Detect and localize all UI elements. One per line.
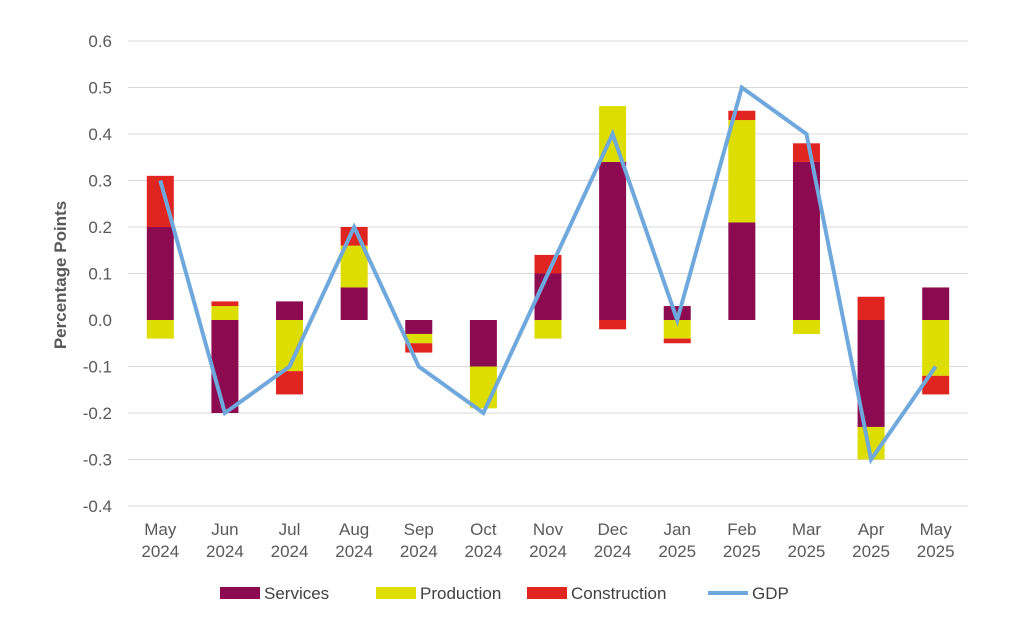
bar-production: [405, 333, 433, 344]
bar-construction: [211, 301, 239, 307]
x-tick-month: Dec: [597, 520, 628, 539]
x-tick-label: Jul 2024: [271, 520, 309, 561]
bar-services: [469, 320, 497, 367]
bar-construction: [276, 371, 304, 395]
x-tick-year: 2025: [917, 542, 955, 561]
x-tick-year: 2024: [335, 542, 373, 561]
x-tick-year: 2024: [206, 542, 244, 561]
bar-production: [340, 245, 368, 288]
x-tick-month: May: [144, 520, 177, 539]
x-tick-label: May 2025: [917, 520, 955, 561]
legend-label-production: Production: [420, 584, 501, 603]
bar-services: [211, 320, 239, 413]
x-axis-ticks: May 2024 Jun 2024 Jul 2024 Aug 2024 Sep 2024 Oct 20…: [141, 520, 954, 561]
line-gdp: [158, 84, 938, 465]
x-tick-label: Nov 2024: [529, 520, 567, 561]
y-tick-label: -0.4: [83, 497, 112, 516]
x-tick-label: Feb 2025: [723, 520, 761, 561]
x-tick-year: 2024: [141, 542, 179, 561]
x-tick-year: 2025: [723, 542, 761, 561]
bar-services: [340, 287, 368, 320]
y-tick-label: 0.0: [88, 311, 112, 330]
x-tick-year: 2024: [271, 542, 309, 561]
bar-construction: [728, 110, 756, 121]
x-tick-label: May 2024: [141, 520, 179, 561]
x-tick-month: Jun: [211, 520, 238, 539]
x-tick-label: Dec 2024: [594, 520, 632, 561]
legend-label-construction: Construction: [571, 584, 666, 603]
bar-services: [276, 301, 304, 320]
x-tick-label: Sep 2024: [400, 520, 438, 561]
x-tick-month: Nov: [533, 520, 564, 539]
bar-services: [405, 320, 433, 334]
bar-construction: [405, 343, 433, 353]
bar-production: [663, 320, 691, 339]
x-tick-month: May: [920, 520, 953, 539]
y-axis-ticks: 0.6 0.5 0.4 0.3 0.2 0.1 0.0 -0.1 -0.2 -0.3 -0.4: [83, 32, 112, 516]
gdp-line: [158, 84, 938, 465]
y-tick-label: 0.3: [88, 172, 112, 191]
bar-construction: [792, 143, 820, 162]
legend: Services Production Construction GDP: [220, 584, 789, 603]
x-tick-year: 2025: [788, 542, 826, 561]
x-tick-year: 2024: [529, 542, 567, 561]
x-tick-month: Feb: [727, 520, 756, 539]
x-tick-label: Oct 2024: [464, 520, 502, 561]
y-tick-label: -0.2: [83, 404, 112, 423]
x-tick-label: Jun 2024: [206, 520, 244, 561]
legend-label-services: Services: [264, 584, 329, 603]
x-tick-month: Jul: [279, 520, 301, 539]
bar-production: [792, 320, 820, 334]
x-tick-year: 2025: [658, 542, 696, 561]
legend-swatch-production: [376, 587, 416, 599]
x-tick-month: Apr: [858, 520, 885, 539]
bar-construction: [663, 338, 691, 344]
bar-production: [469, 366, 497, 409]
bar-construction: [857, 296, 885, 320]
x-tick-year: 2024: [594, 542, 632, 561]
bars: [146, 106, 950, 460]
bar-production: [211, 306, 239, 320]
x-tick-year: 2025: [852, 542, 890, 561]
x-tick-month: Aug: [339, 520, 369, 539]
legend-label-gdp: GDP: [752, 584, 789, 603]
x-tick-month: Mar: [792, 520, 822, 539]
bar-construction: [599, 320, 627, 330]
bar-production: [146, 320, 174, 339]
y-tick-label: 0.5: [88, 79, 112, 98]
bar-production: [534, 320, 562, 339]
x-tick-year: 2024: [464, 542, 502, 561]
bar-production: [728, 120, 756, 223]
y-axis-label: Percentage Points: [51, 201, 70, 349]
x-tick-label: Apr 2025: [852, 520, 890, 561]
x-tick-month: Oct: [470, 520, 497, 539]
y-tick-label: 0.4: [88, 125, 112, 144]
y-tick-label: 0.1: [88, 265, 112, 284]
legend-swatch-services: [220, 587, 260, 599]
bar-services: [922, 287, 950, 320]
x-tick-month: Sep: [404, 520, 434, 539]
x-tick-year: 2024: [400, 542, 438, 561]
legend-swatch-construction: [527, 587, 567, 599]
bar-services: [599, 161, 627, 320]
x-tick-label: Aug 2024: [335, 520, 373, 561]
x-tick-month: Jan: [664, 520, 691, 539]
y-tick-label: -0.3: [83, 451, 112, 470]
bar-services: [728, 222, 756, 320]
x-tick-label: Jan 2025: [658, 520, 696, 561]
y-tick-label: -0.1: [83, 358, 112, 377]
x-tick-label: Mar 2025: [788, 520, 826, 561]
y-tick-label: 0.2: [88, 218, 112, 237]
bar-services: [146, 227, 174, 320]
y-tick-label: 0.6: [88, 32, 112, 51]
bar-construction: [922, 375, 950, 395]
